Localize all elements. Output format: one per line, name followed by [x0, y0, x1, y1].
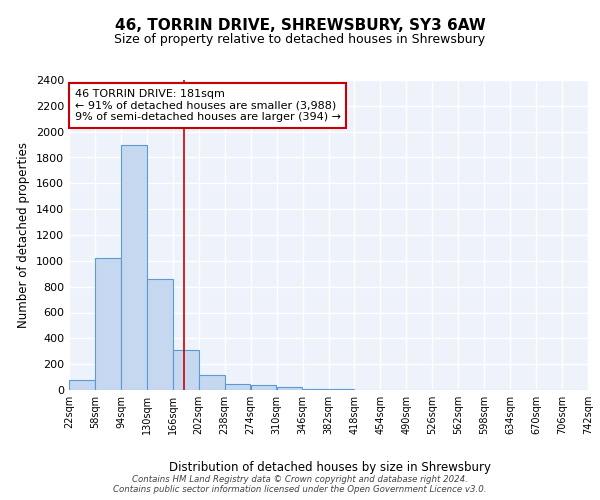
Bar	[147, 279, 173, 390]
Text: 46, TORRIN DRIVE, SHREWSBURY, SY3 6AW: 46, TORRIN DRIVE, SHREWSBURY, SY3 6AW	[115, 18, 485, 32]
Bar	[277, 388, 302, 390]
Text: Distribution of detached houses by size in Shrewsbury: Distribution of detached houses by size …	[169, 461, 491, 474]
Bar	[69, 380, 95, 390]
Bar	[225, 384, 250, 390]
Bar	[95, 258, 121, 390]
Bar	[173, 350, 199, 390]
Bar	[199, 374, 224, 390]
Text: 46 TORRIN DRIVE: 181sqm
← 91% of detached houses are smaller (3,988)
9% of semi-: 46 TORRIN DRIVE: 181sqm ← 91% of detache…	[75, 89, 341, 122]
Text: Contains HM Land Registry data © Crown copyright and database right 2024.
Contai: Contains HM Land Registry data © Crown c…	[113, 474, 487, 494]
Bar	[121, 144, 146, 390]
Bar	[251, 385, 277, 390]
Y-axis label: Number of detached properties: Number of detached properties	[17, 142, 31, 328]
Bar	[303, 388, 328, 390]
Text: Size of property relative to detached houses in Shrewsbury: Size of property relative to detached ho…	[115, 32, 485, 46]
